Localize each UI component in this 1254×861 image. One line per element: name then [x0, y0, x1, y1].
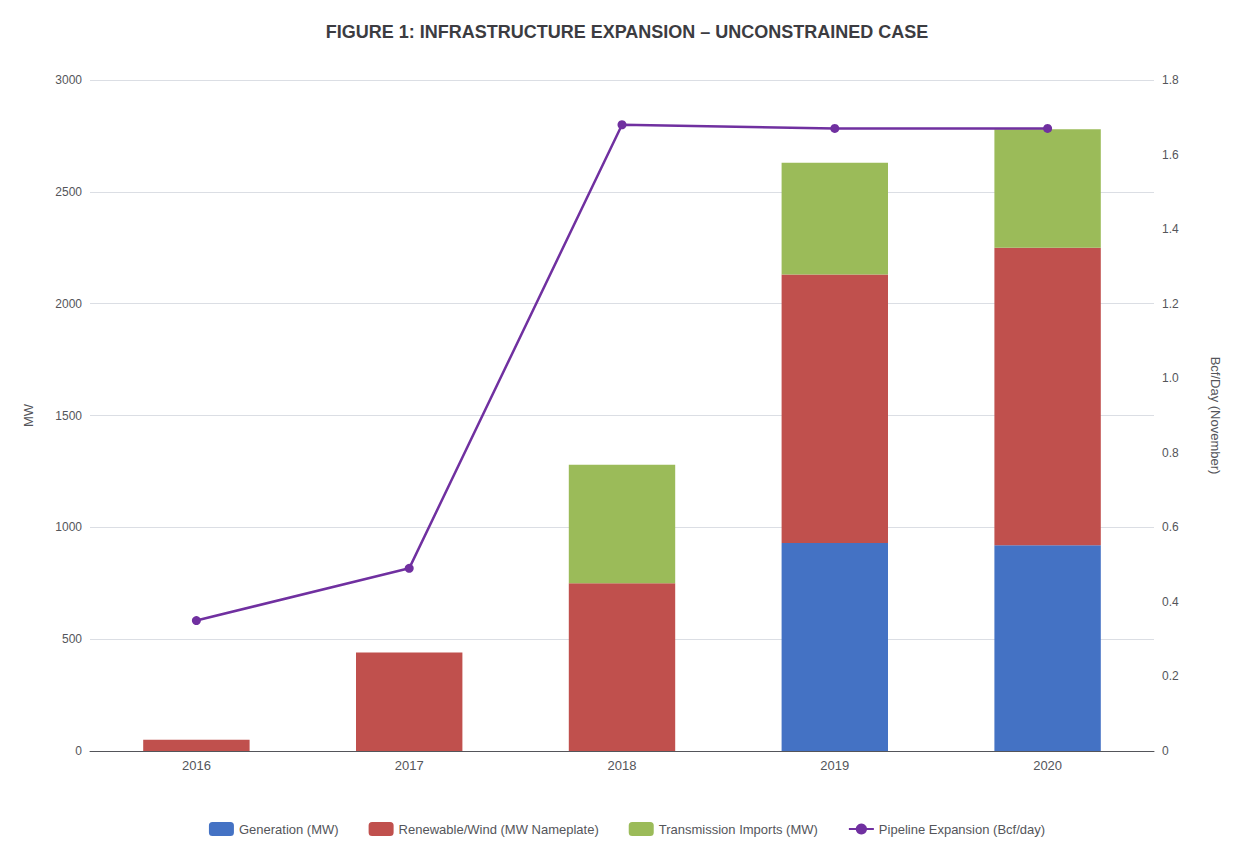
svg-text:3000: 3000 [55, 73, 82, 87]
svg-text:FIGURE 1: INFRASTRUCTURE EXPAN: FIGURE 1: INFRASTRUCTURE EXPANSION – UNC… [326, 22, 929, 42]
svg-text:1.4: 1.4 [1162, 222, 1179, 236]
svg-text:1.8: 1.8 [1162, 73, 1179, 87]
svg-text:500: 500 [62, 632, 82, 646]
svg-text:2019: 2019 [820, 758, 849, 773]
svg-text:0.2: 0.2 [1162, 669, 1179, 683]
svg-text:0.4: 0.4 [1162, 595, 1179, 609]
svg-text:2500: 2500 [55, 185, 82, 199]
svg-text:1500: 1500 [55, 409, 82, 423]
svg-text:1.0: 1.0 [1162, 371, 1179, 385]
svg-text:MW: MW [21, 403, 36, 427]
svg-text:Generation (MW): Generation (MW) [239, 822, 339, 837]
svg-text:Transmission Imports (MW): Transmission Imports (MW) [659, 822, 818, 837]
svg-text:Renewable/Wind (MW Nameplate): Renewable/Wind (MW Nameplate) [399, 822, 599, 837]
svg-text:0: 0 [1162, 744, 1169, 758]
svg-text:2017: 2017 [395, 758, 424, 773]
svg-text:0.6: 0.6 [1162, 520, 1179, 534]
svg-text:0.8: 0.8 [1162, 446, 1179, 460]
svg-text:1000: 1000 [55, 520, 82, 534]
svg-text:Pipeline Expansion (Bcf/day): Pipeline Expansion (Bcf/day) [879, 822, 1045, 837]
svg-text:2018: 2018 [608, 758, 637, 773]
svg-text:Bcf/Day (November): Bcf/Day (November) [1208, 357, 1223, 475]
svg-text:2000: 2000 [55, 297, 82, 311]
svg-text:1.6: 1.6 [1162, 148, 1179, 162]
svg-text:2016: 2016 [182, 758, 211, 773]
svg-text:2020: 2020 [1033, 758, 1062, 773]
svg-text:1.2: 1.2 [1162, 297, 1179, 311]
svg-text:0: 0 [75, 744, 82, 758]
